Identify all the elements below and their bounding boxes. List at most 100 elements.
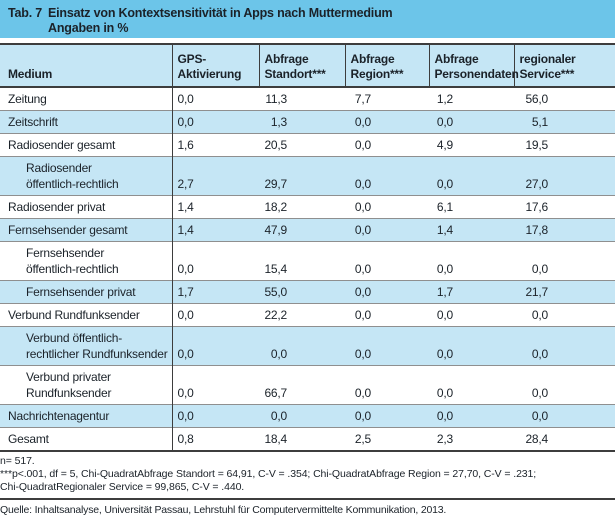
value-cell: 17,8 (514, 218, 615, 242)
value-cell: 0,0 (172, 365, 259, 405)
value-cell: 18,4 (259, 427, 345, 451)
value-cell: 0,0 (172, 326, 259, 366)
footnotes-block: n= 517. ***p<.001, df = 5, Chi-QuadratAb… (0, 452, 615, 494)
table-header-row: Medium GPS- Aktivierung Abfrage Standort*** A… (0, 44, 615, 88)
table-row: Radiosender öffentlich-rechtlich 2,7 29,7 0,… (0, 156, 615, 196)
table-row: Zeitschrift 0,0 1,3 0,0 0,0 5,1 (0, 110, 615, 134)
value-cell: 0,0 (514, 326, 615, 366)
table-body: Zeitung 0,0 11,3 7,7 1,2 56,0 Zeitschrift 0,0 1,… (0, 87, 615, 451)
value-cell: 0,0 (429, 404, 514, 428)
title-band: Tab. 7 Einsatz von Kontextsensitivität i… (0, 0, 615, 38)
medium-cell: Radiosender öffentlich-rechtlich (0, 156, 173, 196)
value-cell: 0,0 (172, 404, 259, 428)
value-cell: 28,4 (514, 427, 615, 451)
value-cell: 0,0 (172, 241, 259, 281)
column-header: GPS- Aktivierung (172, 44, 260, 88)
table-number-label: Tab. 7 (8, 6, 42, 20)
value-cell: 0,0 (345, 404, 429, 428)
value-cell: 22,2 (259, 303, 345, 327)
value-cell: 66,7 (259, 365, 345, 405)
footnote-significance-1: ***p<.001, df = 5, Chi-QuadratAbfrage St… (0, 468, 537, 480)
table-row: Fernsehsender gesamt 1,4 47,9 0,0 1,4 17,8 (0, 218, 615, 242)
footer-divider (0, 498, 615, 500)
table-subtitle: Angaben in % (48, 21, 129, 35)
value-cell: 0,0 (514, 241, 615, 281)
table-row: Verbund privater Rundfunksender 0,0 66,7 0,0… (0, 365, 615, 405)
table-row: Gesamt 0,8 18,4 2,5 2,3 28,4 (0, 427, 615, 451)
value-cell: 0,0 (429, 326, 514, 366)
value-cell: 0,0 (429, 303, 514, 327)
value-cell: 5,1 (514, 110, 615, 134)
value-cell: 2,7 (172, 156, 259, 196)
value-cell: 0,0 (514, 365, 615, 405)
value-cell: 0,0 (345, 241, 429, 281)
table-row: Radiosender gesamt 1,6 20,5 0,0 4,9 19,5 (0, 133, 615, 157)
data-table: Medium GPS- Aktivierung Abfrage Standort*** A… (0, 43, 615, 452)
medium-cell: Nachrichtenagentur (0, 404, 173, 428)
medium-cell: Radiosender privat (0, 195, 173, 219)
value-cell: 0,0 (172, 110, 259, 134)
value-cell: 0,0 (345, 195, 429, 219)
table-row: Fernsehsender öffentlich-rechtlich 0,0 15,4… (0, 241, 615, 281)
source-note: Quelle: Inhaltsanalyse, Universität Pass… (0, 504, 447, 516)
value-cell: 47,9 (259, 218, 345, 242)
footnote-n: n= 517. (0, 455, 35, 467)
medium-cell: Verbund privater Rundfunksender (0, 365, 173, 405)
value-cell: 29,7 (259, 156, 345, 196)
medium-cell: Verbund öffentlich-rechtlicher Rundfunks… (0, 326, 173, 366)
value-cell: 0,0 (345, 218, 429, 242)
table-row: Fernsehsender privat 1,7 55,0 0,0 1,7 21,7 (0, 280, 615, 304)
title-lines: Einsatz von Kontextsensitivität in Apps … (48, 6, 393, 36)
value-cell: 0,0 (345, 365, 429, 405)
band-gap (0, 38, 615, 43)
value-cell: 0,0 (429, 365, 514, 405)
value-cell: 17,6 (514, 195, 615, 219)
value-cell: 0,0 (172, 303, 259, 327)
table-row: Zeitung 0,0 11,3 7,7 1,2 56,0 (0, 87, 615, 111)
value-cell: 55,0 (259, 280, 345, 304)
value-cell: 4,9 (429, 133, 514, 157)
medium-cell: Fernsehsender öffentlich-rechtlich (0, 241, 173, 281)
value-cell: 21,7 (514, 280, 615, 304)
value-cell: 15,4 (259, 241, 345, 281)
value-cell: 1,2 (436, 92, 453, 106)
value-cell: 0,0 (345, 156, 429, 196)
medium-cell: Gesamt (0, 427, 173, 451)
value-cell: 1,4 (429, 218, 514, 242)
value-cell: 0,0 (345, 326, 429, 366)
value-cell: 11,3 (265, 92, 287, 106)
column-header: Abfrage Standort*** (259, 44, 346, 88)
medium-cell: Zeitschrift (0, 110, 173, 134)
value-cell: 1,4 (172, 218, 259, 242)
table-row: Radiosender privat 1,4 18,2 0,0 6,1 17,6 (0, 195, 615, 219)
table-row: Verbund öffentlich-rechtlicher Rundfunks… (0, 326, 615, 366)
medium-cell: Fernsehsender privat (0, 280, 173, 304)
value-cell: 1,4 (172, 195, 259, 219)
value-cell: 19,5 (514, 133, 615, 157)
value-cell: 0,0 (514, 303, 615, 327)
value-cell: 0,0 (514, 404, 615, 428)
table-title: Einsatz von Kontextsensitivität in Apps … (48, 6, 393, 20)
column-header: Abfrage Personendaten (429, 44, 519, 88)
medium-cell: Verbund Rundfunksender (0, 303, 173, 327)
value-cell: 2,3 (429, 427, 514, 451)
table-row: Verbund Rundfunksender 0,0 22,2 0,0 0,0 0,0 (0, 303, 615, 327)
value-cell: 18,2 (259, 195, 345, 219)
value-cell: 0,8 (172, 427, 259, 451)
value-cell: 0,0 (345, 133, 429, 157)
value-cell: 7,7 (354, 92, 371, 106)
value-cell: 0,0 (345, 110, 429, 134)
medium-cell: Radiosender gesamt (0, 133, 173, 157)
medium-cell: Zeitung (0, 87, 173, 111)
value-cell: 1,7 (429, 280, 514, 304)
column-header: Abfrage Region*** (345, 44, 430, 88)
value-cell: 56,0 (525, 92, 548, 106)
value-cell: 1,3 (259, 110, 345, 134)
medium-cell: Fernsehsender gesamt (0, 218, 173, 242)
column-header: regionaler Service*** (514, 44, 615, 88)
value-cell: 0,0 (259, 404, 345, 428)
value-cell: 0,0 (177, 92, 194, 106)
value-cell: 0,0 (429, 110, 514, 134)
value-cell: 0,0 (429, 241, 514, 281)
value-cell: 2,5 (345, 427, 429, 451)
